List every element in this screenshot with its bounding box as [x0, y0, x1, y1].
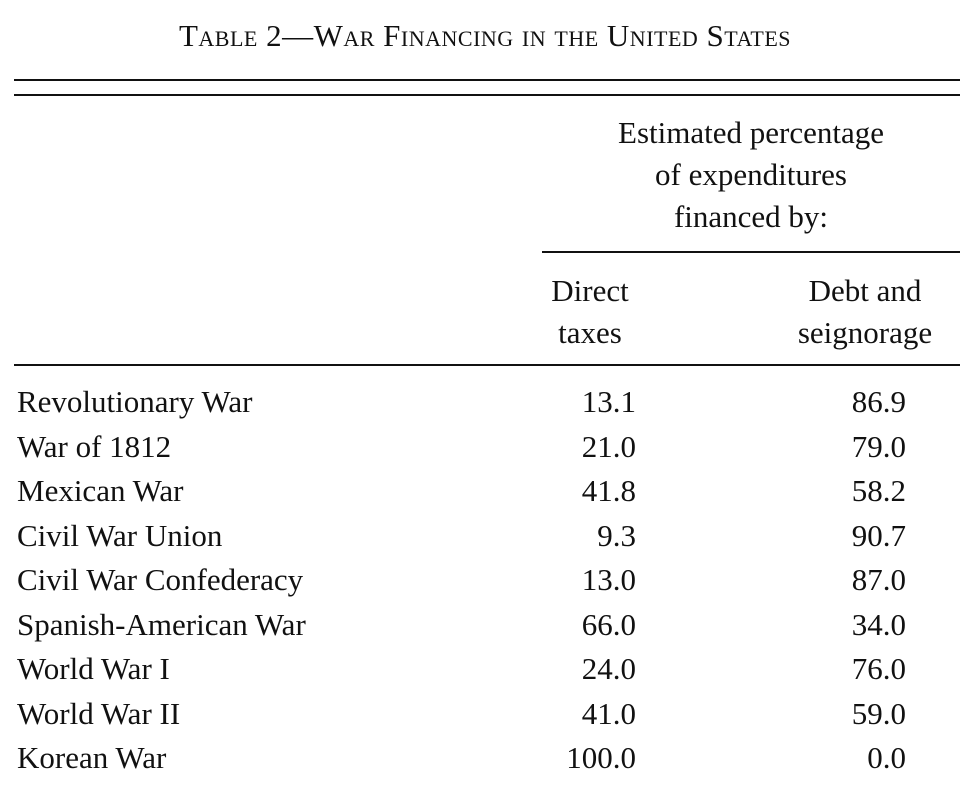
war-name: War of 1812 [17, 428, 172, 464]
table-row: World War I 24.0 76.0 [0, 647, 970, 692]
war-name: Civil War Union [17, 517, 223, 553]
debt-seignorage-value: 34.0 [851, 606, 906, 642]
column-header-line: taxes [558, 315, 622, 350]
table-row: Spanish-American War 66.0 34.0 [0, 603, 970, 648]
direct-taxes-value: 41.8 [581, 473, 636, 508]
war-name: World War II [17, 695, 181, 731]
table-row: World War II 41.0 59.0 [0, 692, 970, 737]
direct-taxes-value: 66.0 [581, 606, 636, 642]
direct-taxes-value: 13.0 [581, 562, 636, 597]
direct-taxes-value: 41.0 [581, 695, 636, 731]
column-header-line: Direct [551, 273, 629, 308]
debt-seignorage-value: 58.2 [851, 473, 906, 508]
spanner-rule [542, 251, 960, 253]
table-row: Korean War 100.0 0.0 [0, 736, 970, 781]
spanner-line: Estimated percentage [618, 115, 884, 150]
table-body: Revolutionary War 13.1 86.9 War of 1812 … [0, 380, 970, 781]
table-caption: Table 2—War Financing in the United Stat… [178, 18, 792, 53]
top-rule-lower [14, 94, 960, 96]
table-row: Civil War Union 9.3 90.7 [0, 514, 970, 559]
debt-seignorage-value: 0.0 [867, 740, 906, 775]
war-name: World War I [17, 651, 170, 686]
war-name: Korean War [17, 740, 167, 775]
column-header-line: seignorage [797, 315, 933, 350]
table-row: Mexican War 41.8 58.2 [0, 469, 970, 514]
war-name: Revolutionary War [17, 384, 253, 419]
table-row: Civil War Confederacy 13.0 87.0 [0, 558, 970, 603]
spanner-line: financed by: [673, 199, 829, 234]
column-header-direct-taxes: Direct taxes [520, 270, 660, 354]
direct-taxes-value: 21.0 [581, 428, 636, 464]
column-header-line: Debt and [808, 273, 922, 308]
direct-taxes-value: 24.0 [581, 651, 636, 686]
spanner-line: of expenditures [655, 157, 847, 192]
header-rule [14, 364, 960, 366]
debt-seignorage-value: 76.0 [851, 651, 906, 686]
column-spanner-heading: Estimated percentage of expenditures fin… [542, 112, 960, 238]
war-name: Civil War Confederacy [17, 562, 304, 597]
table-row: Revolutionary War 13.1 86.9 [0, 380, 970, 425]
debt-seignorage-value: 86.9 [851, 384, 906, 419]
debt-seignorage-value: 87.0 [851, 562, 906, 597]
debt-seignorage-value: 79.0 [851, 428, 906, 464]
war-name: Spanish-American War [17, 606, 306, 642]
direct-taxes-value: 9.3 [597, 517, 636, 553]
war-name: Mexican War [17, 473, 184, 508]
table-row: War of 1812 21.0 79.0 [0, 425, 970, 470]
debt-seignorage-value: 59.0 [851, 695, 906, 731]
direct-taxes-value: 100.0 [566, 740, 636, 775]
debt-seignorage-value: 90.7 [851, 517, 906, 553]
direct-taxes-value: 13.1 [581, 384, 636, 419]
top-rule-upper [14, 79, 960, 81]
column-header-debt-seignorage: Debt and seignorage [770, 270, 960, 354]
